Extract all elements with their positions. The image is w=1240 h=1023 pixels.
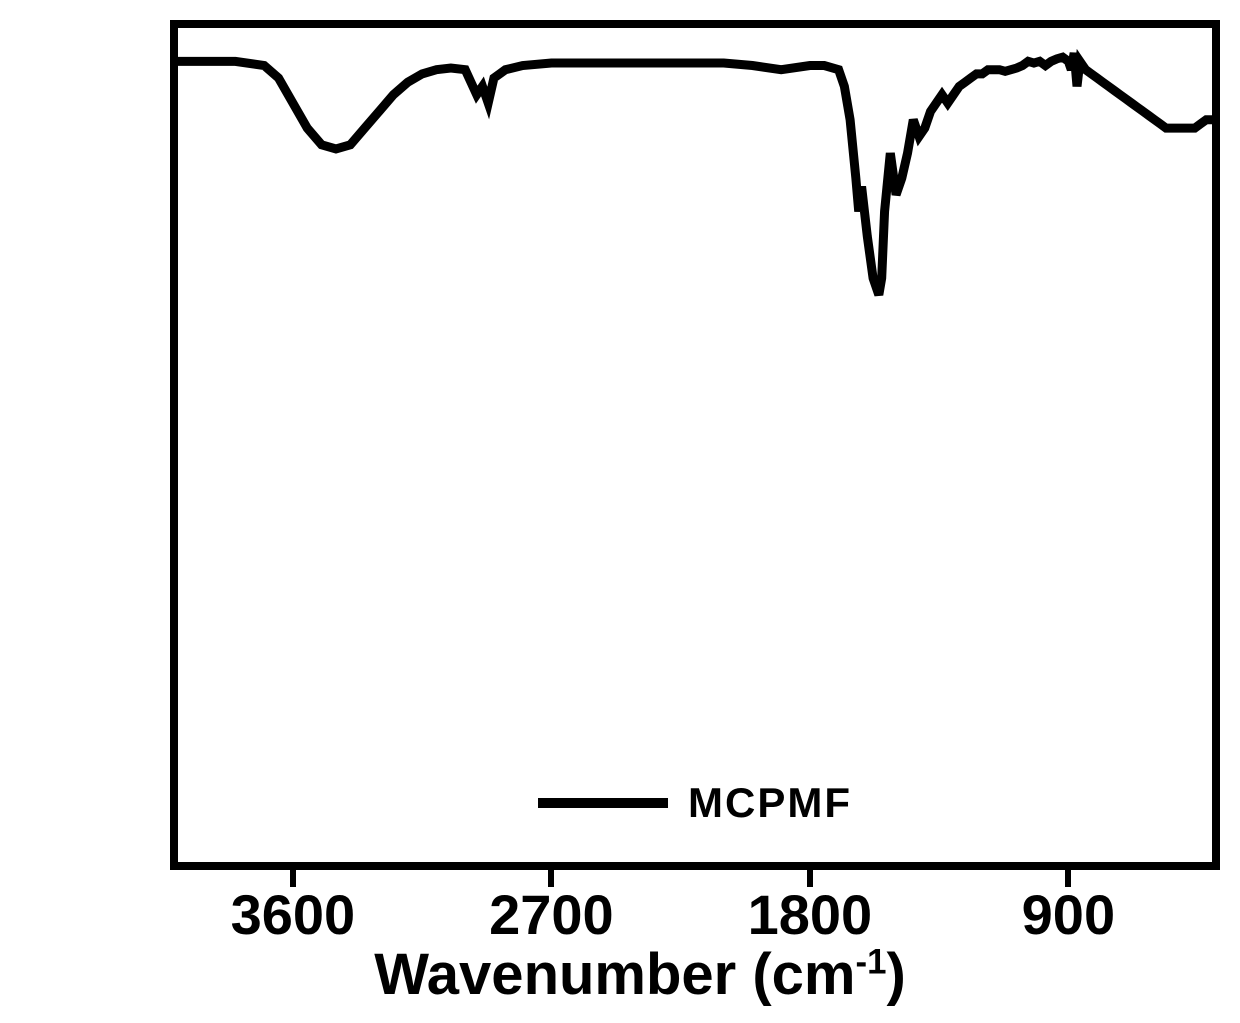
- plot-area: 360027001800900 MCPMF: [170, 20, 1220, 870]
- spectrum-line: [178, 28, 1212, 862]
- x-tick-label: 1800: [748, 882, 873, 947]
- x-tick-label: 3600: [231, 882, 356, 947]
- x-tick-label: 900: [1022, 882, 1115, 947]
- legend: MCPMF: [538, 779, 852, 827]
- x-axis-label: Wavenumber (cm-1): [374, 941, 906, 1008]
- legend-line-swatch: [538, 798, 668, 808]
- legend-label: MCPMF: [688, 779, 852, 827]
- x-tick-label: 2700: [489, 882, 614, 947]
- ftir-chart: Transmittance (a.u.) 360027001800900 MCP…: [60, 20, 1220, 1000]
